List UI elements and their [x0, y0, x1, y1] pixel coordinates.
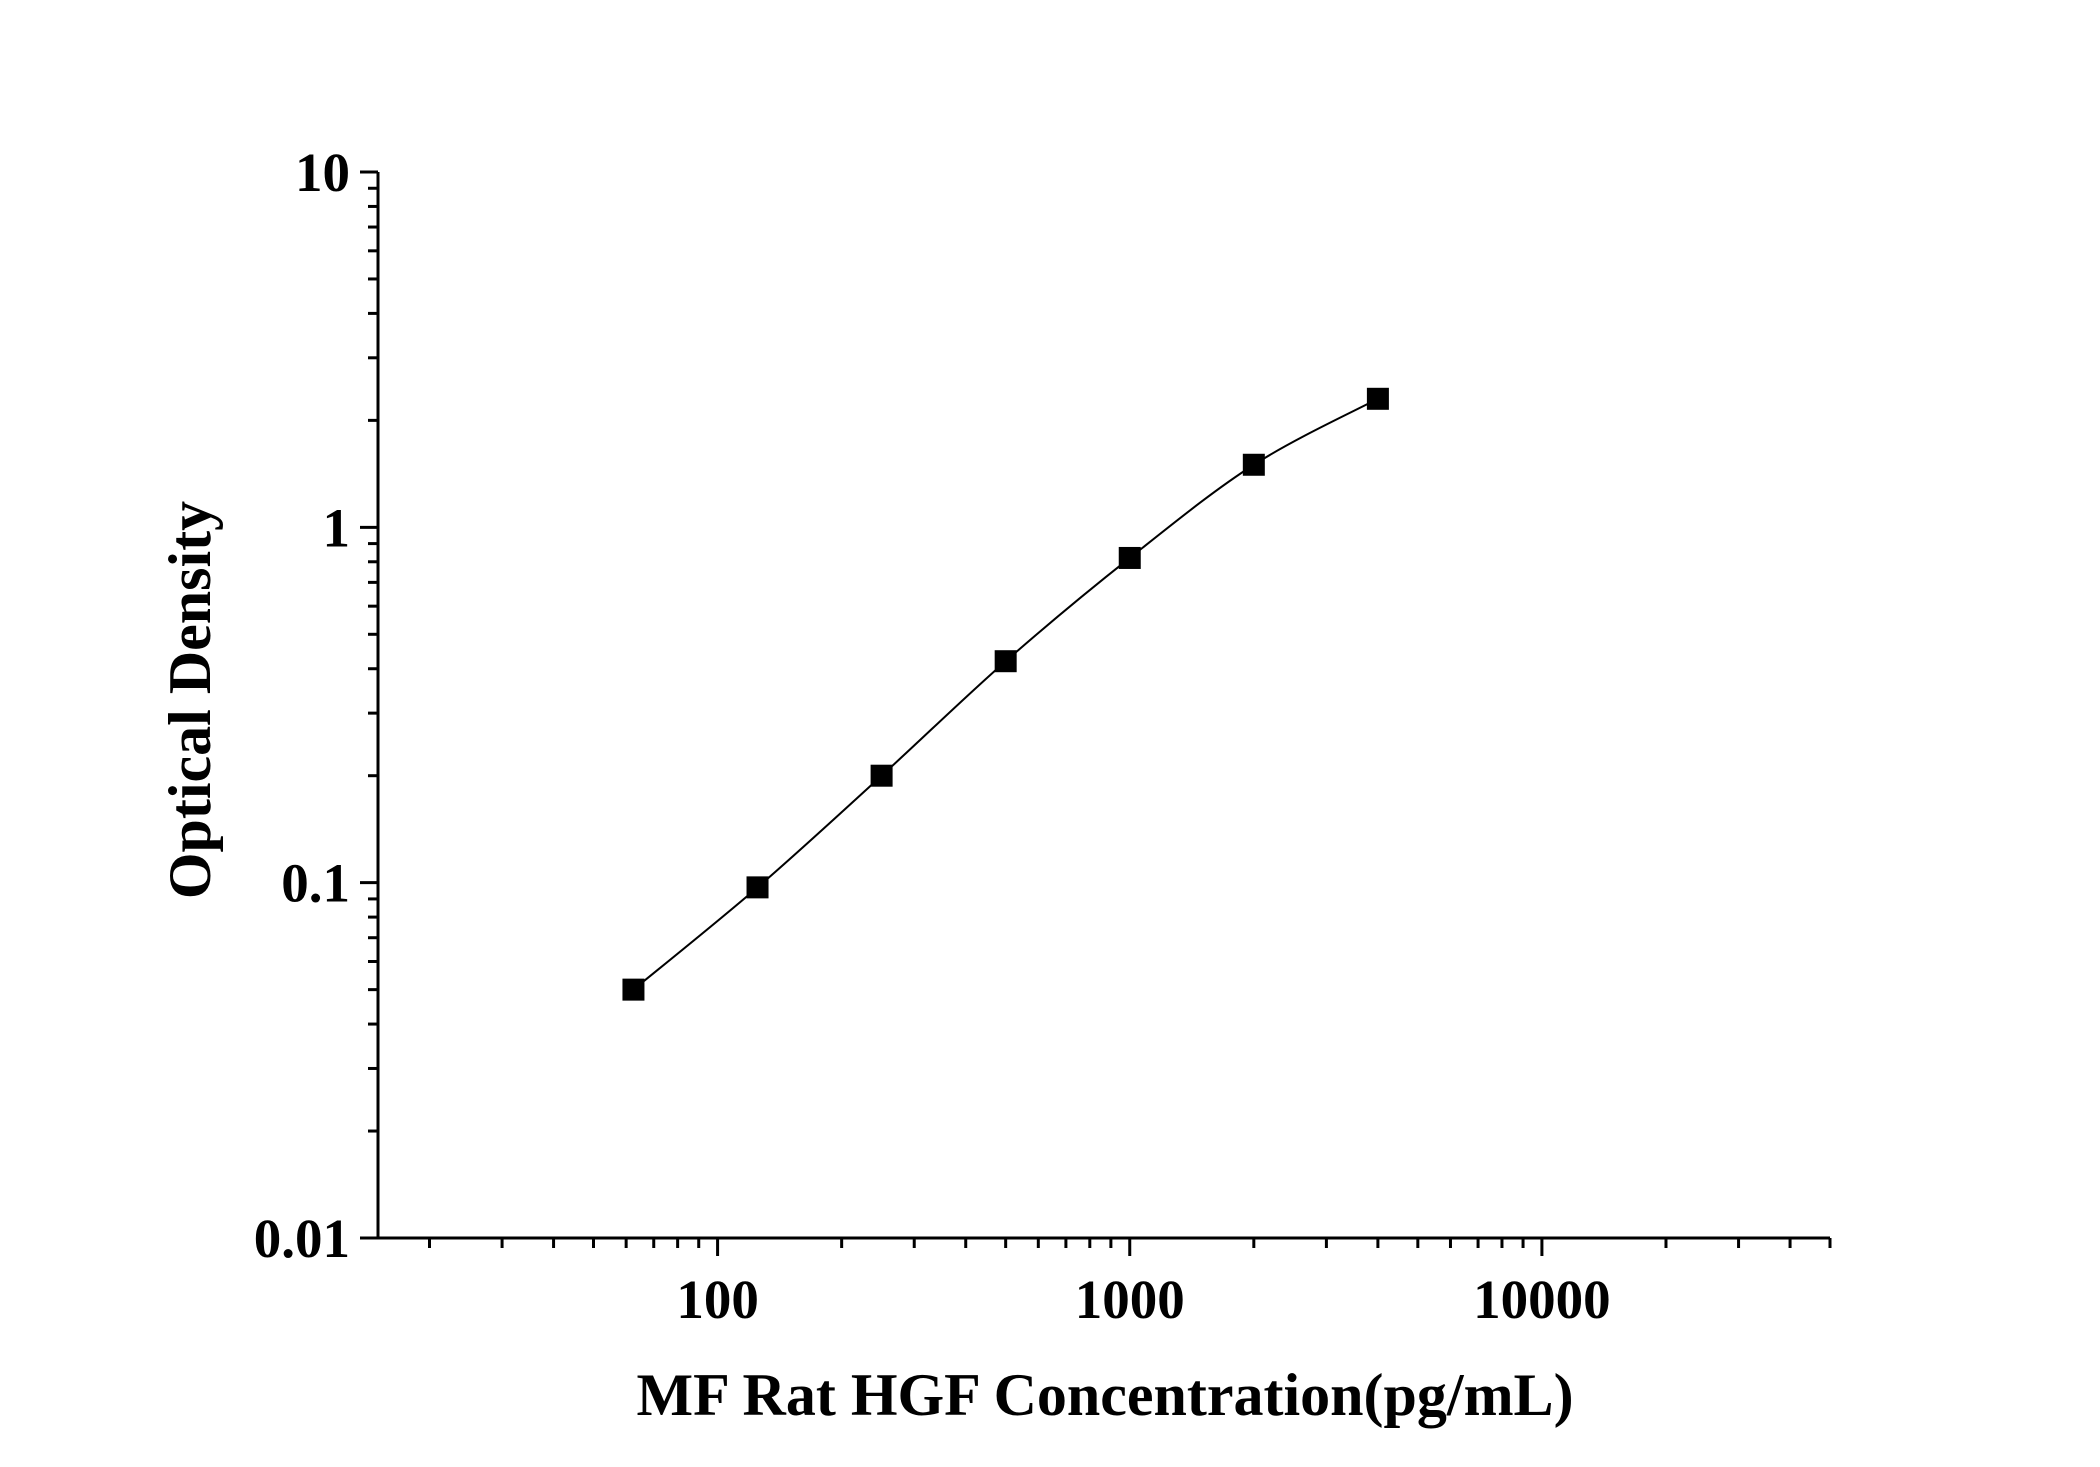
x-tick-label: 10000 [1473, 1269, 1611, 1330]
y-tick-label: 0.01 [254, 1208, 350, 1269]
y-axis-ticks: 0.01 0.1 1 10 [254, 142, 378, 1269]
x-tick-label: 1000 [1075, 1269, 1185, 1330]
data-point-marker [870, 764, 893, 787]
data-point-marker [994, 650, 1017, 673]
data-point-marker [622, 978, 645, 1001]
fit-curve-layer [632, 397, 1379, 991]
y-tick-label: 10 [295, 142, 350, 203]
data-point-marker [1366, 387, 1389, 410]
y-tick-label: 0.1 [281, 853, 350, 914]
data-point-marker [1118, 546, 1141, 569]
axes [376, 172, 1830, 1240]
y-tick-label: 1 [323, 497, 351, 558]
x-axis-ticks: 100 1000 10000 [427, 1238, 1832, 1330]
x-axis-title: MF Rat HGF Concentration(pg/mL) [636, 1362, 1573, 1428]
data-point-marker [1242, 453, 1265, 476]
data-points [622, 387, 1389, 1001]
fit-curve [632, 397, 1379, 991]
data-point-marker [746, 876, 769, 899]
y-axis-title: Optical Density [157, 501, 223, 899]
x-tick-label: 100 [676, 1269, 759, 1330]
